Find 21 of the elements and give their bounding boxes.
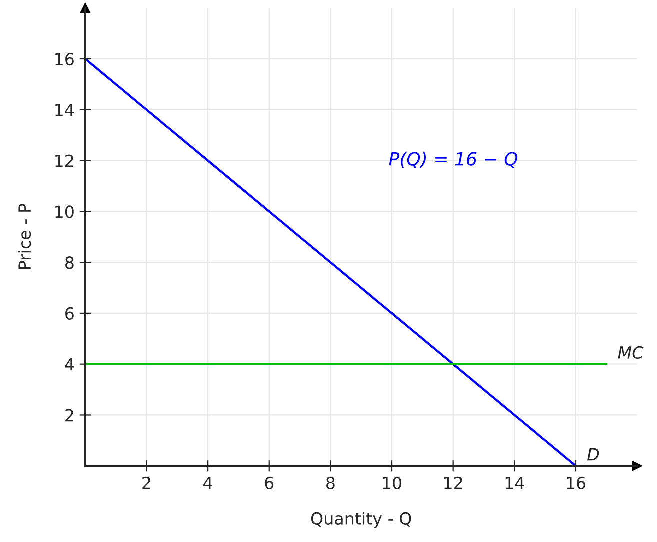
x-tick-label: 14 [506, 477, 524, 490]
x-axis-title: Quantity - Q [311, 512, 412, 528]
annotation: P(Q) = 16 − Q [389, 152, 518, 168]
y-tick-label: 14 [56, 104, 74, 116]
y-tick-label: 2 [66, 409, 74, 422]
y-tick-label: 8 [66, 256, 74, 270]
series-label: MC [618, 346, 644, 360]
x-tick-label: 16 [567, 476, 586, 490]
series-label: D [588, 448, 600, 461]
x-tick-label: 2 [142, 476, 150, 490]
y-tick-label: 16 [56, 52, 74, 66]
x-tick-label: 10 [383, 476, 402, 490]
y-tick-label: 6 [66, 307, 74, 320]
x-tick-label: 4 [204, 477, 212, 490]
y-tick-label: 4 [65, 358, 74, 371]
y-tick-label: 10 [56, 206, 74, 218]
x-tick-label: 6 [265, 476, 274, 490]
x-tick-label: 8 [326, 476, 335, 490]
y-axis-title: Price - P [18, 204, 32, 270]
y-tick-label: 12 [56, 154, 74, 168]
x-tick-label: 12 [444, 476, 462, 490]
